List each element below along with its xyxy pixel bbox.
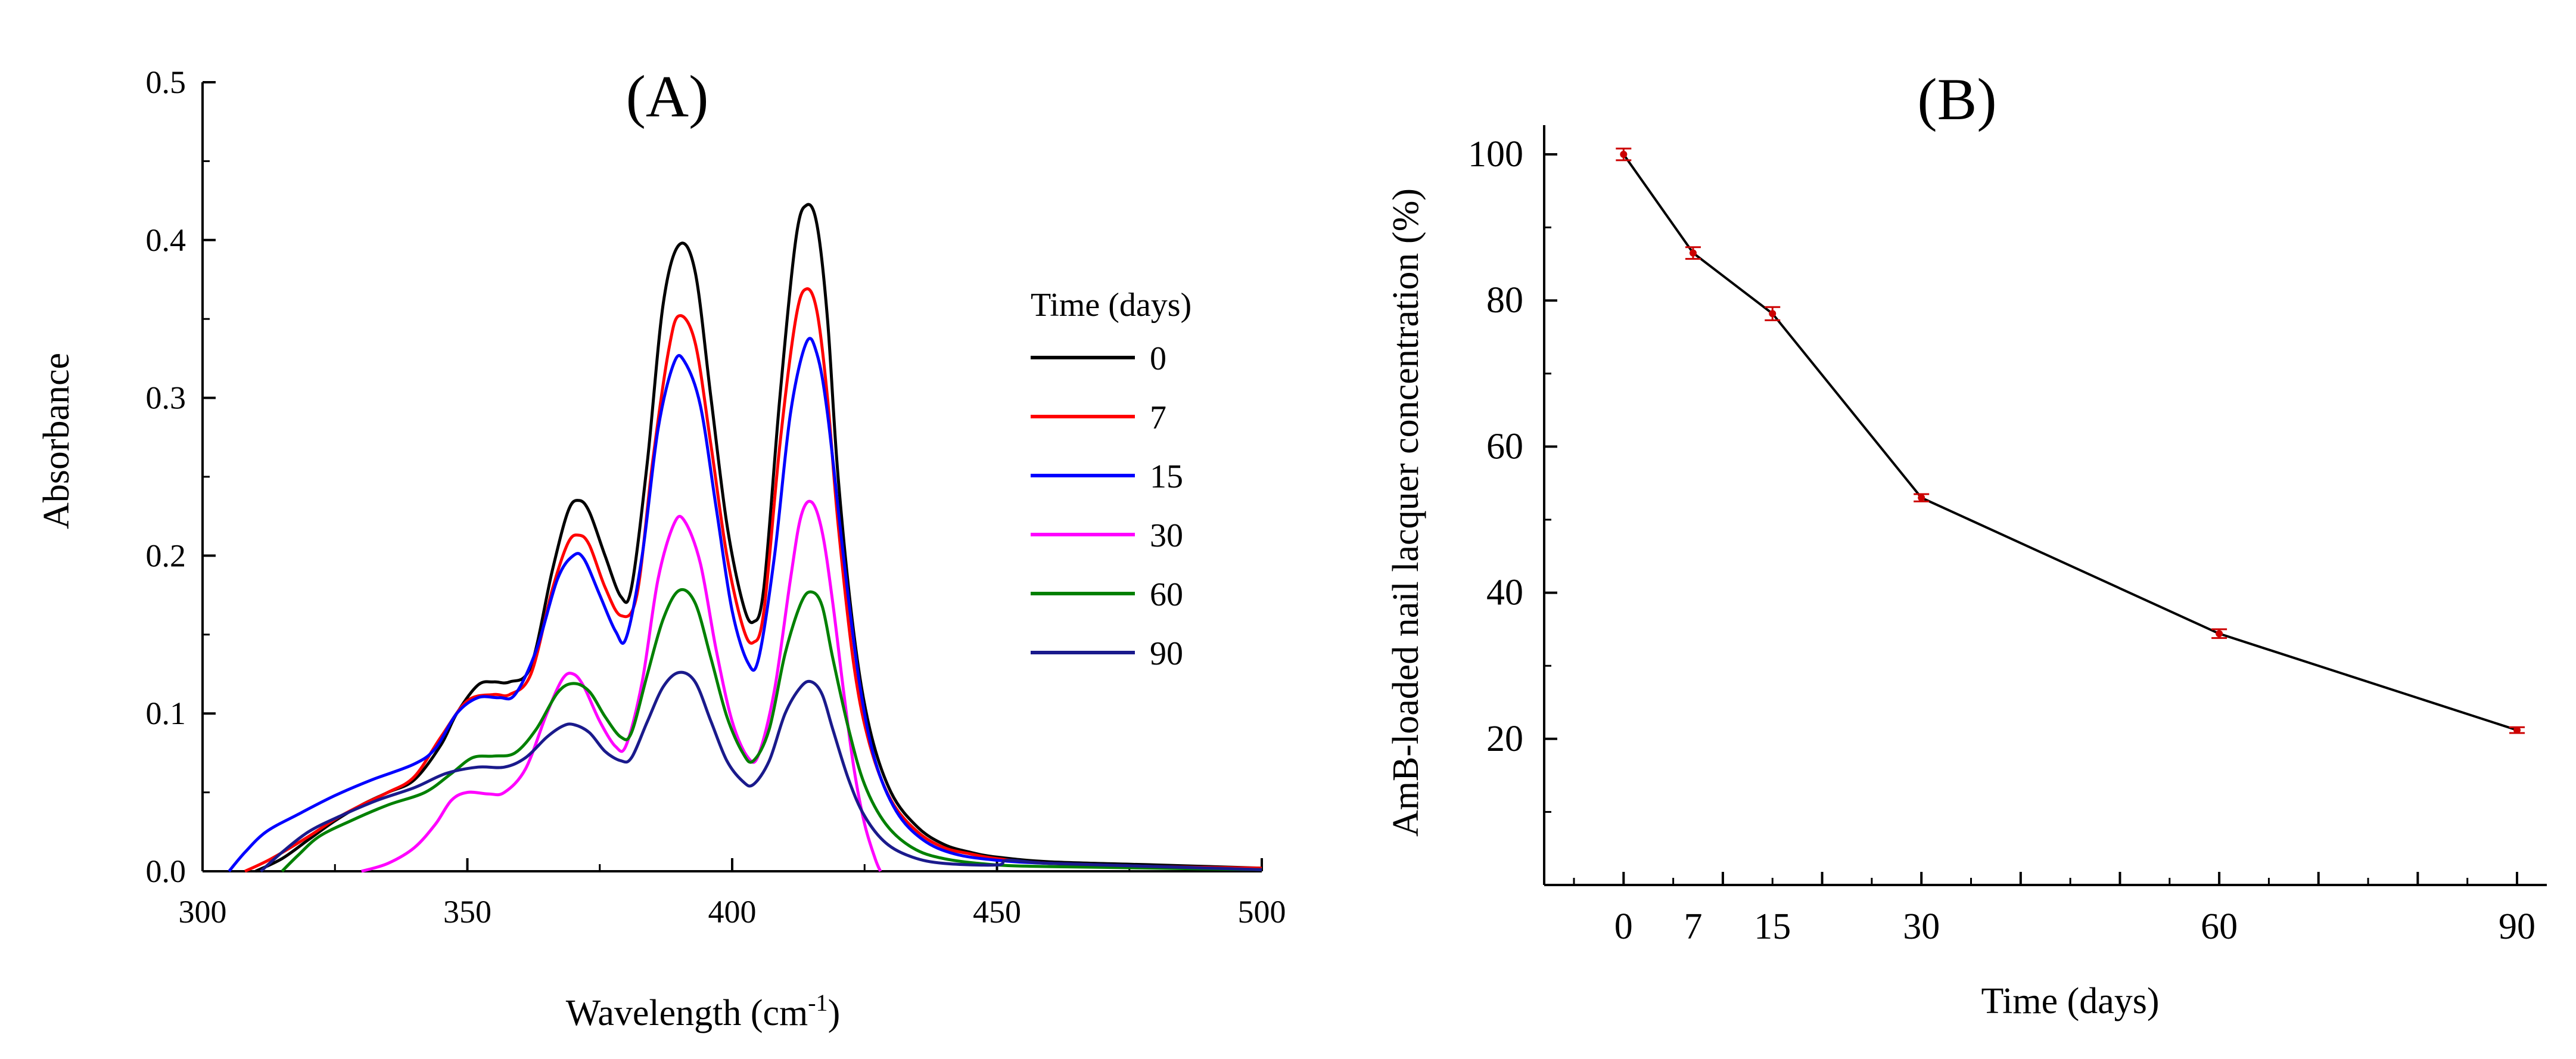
panel-b-y-tick-label: 80 bbox=[1486, 280, 1523, 321]
panel-a-y-tick-label: 0.5 bbox=[146, 64, 186, 100]
data-point bbox=[2216, 630, 2223, 638]
panel-a-y-tick-label: 0.0 bbox=[146, 853, 186, 889]
panel-b-title: (B) bbox=[1917, 66, 1996, 132]
legend-label-90: 90 bbox=[1150, 635, 1183, 672]
panel-a-x-tick-label: 500 bbox=[1238, 894, 1286, 930]
panel-a-x-tick-label: 450 bbox=[973, 894, 1021, 930]
legend-label-15: 15 bbox=[1150, 458, 1183, 495]
spectrum-line-day-15 bbox=[228, 337, 1262, 872]
panel-b-x-tick-label: 15 bbox=[1754, 906, 1791, 947]
data-point bbox=[1918, 494, 1925, 502]
panel-b-y-tick-label: 60 bbox=[1486, 426, 1523, 467]
legend-label-7: 7 bbox=[1150, 399, 1166, 436]
data-point bbox=[1620, 151, 1628, 159]
panel-a-y-tick-label: 0.4 bbox=[146, 222, 186, 258]
panel-a-x-label-main: Wavelength (cm bbox=[566, 993, 808, 1033]
panel-b-axes: 20 40 60 80 100 0 7 15 30 60 90 bbox=[1468, 125, 2547, 947]
panel-a-x-tick-label: 350 bbox=[443, 894, 491, 930]
panel-b-x-tick-label: 90 bbox=[2499, 906, 2535, 947]
panel-b-y-tick-label: 20 bbox=[1486, 719, 1523, 759]
spectrum-line-day-30 bbox=[360, 499, 882, 873]
panel-a-y-axis-label: Absorbance bbox=[36, 353, 77, 529]
panel-b-x-tick-label: 30 bbox=[1903, 906, 1940, 947]
panel-a-y-tick-label: 0.1 bbox=[146, 695, 186, 731]
panel-b-y-axis-label: AmB-loaded nail lacquer concentration (%… bbox=[1386, 188, 1426, 837]
panel-b-x-tick-label: 60 bbox=[2201, 906, 2238, 947]
panel-b-x-axis-label: Time (days) bbox=[1981, 981, 2159, 1021]
panel-b-x-tick-label: 7 bbox=[1684, 906, 1702, 947]
panel-a-y-tick-label: 0.2 bbox=[146, 538, 186, 573]
legend-label-0: 0 bbox=[1150, 340, 1166, 377]
legend-title: Time (days) bbox=[1031, 287, 1191, 324]
concentration-line bbox=[1622, 153, 2518, 732]
panel-a-x-label-superscript: -1 bbox=[808, 989, 827, 1016]
panel-b-series bbox=[1616, 147, 2525, 734]
spectrum-line-day-0 bbox=[254, 203, 1262, 873]
panel-a-y-tick-label: 0.3 bbox=[146, 380, 186, 416]
panel-b-y-tick-label: 100 bbox=[1468, 134, 1523, 175]
spectrum-line-day-60 bbox=[281, 588, 1262, 872]
data-point bbox=[1689, 249, 1697, 257]
panel-a-x-tick-label: 400 bbox=[708, 894, 757, 930]
panel-a-x-axis-label: Wavelength (cm-1) bbox=[566, 989, 840, 1033]
data-point bbox=[1769, 310, 1777, 318]
legend-label-30: 30 bbox=[1150, 517, 1183, 554]
panel-b-y-tick-label: 40 bbox=[1486, 573, 1523, 613]
panel-a-title: (A) bbox=[626, 63, 709, 129]
data-point bbox=[2513, 726, 2521, 734]
panel-a-x-label-end: ) bbox=[828, 993, 841, 1033]
panel-a-legend: Time (days) 0 7 15 30 60 90 bbox=[1031, 287, 1191, 672]
panel-a-spectra bbox=[228, 203, 1262, 873]
panel-b-x-tick-label: 0 bbox=[1614, 906, 1633, 947]
legend-label-60: 60 bbox=[1150, 576, 1183, 613]
panel-b-concentration-chart: (B) 20 40 60 80 100 0 7 15 30 60 90 AmB-loaded nai… bbox=[1386, 66, 2547, 1021]
panel-a-x-tick-label: 300 bbox=[179, 894, 227, 930]
spectrum-line-day-90 bbox=[260, 670, 1262, 872]
